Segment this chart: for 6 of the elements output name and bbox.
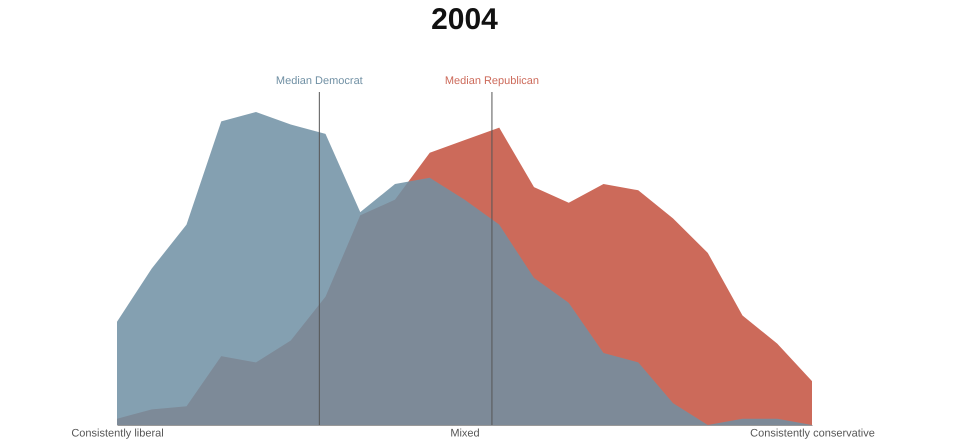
chart-title: 2004 xyxy=(431,3,498,36)
x-tick-label: Consistently liberal xyxy=(71,428,164,440)
text: Median Republican xyxy=(444,75,540,87)
x-tick-label: Consistently conservative xyxy=(750,428,875,440)
text: Median Democrat xyxy=(276,75,363,87)
x-tick-label: Mixed xyxy=(450,428,480,440)
